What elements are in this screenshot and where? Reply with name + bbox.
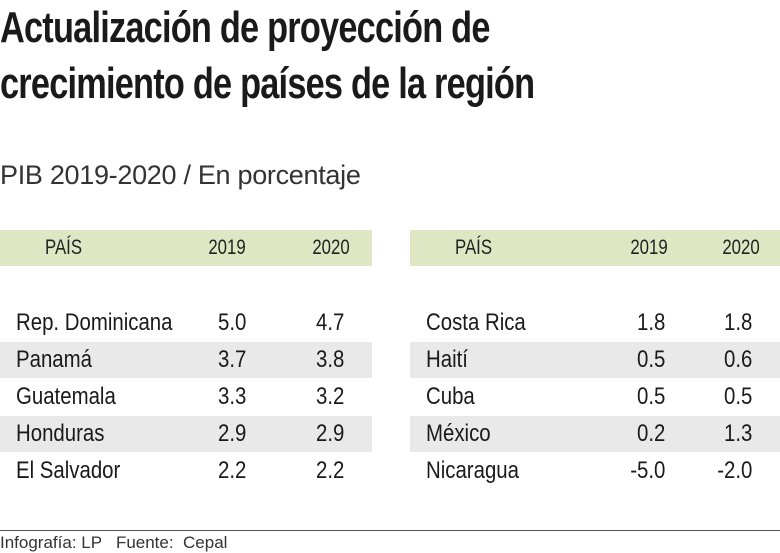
value-2020-cell: 0.5: [723, 383, 752, 410]
table-row: Honduras 2.9 2.9: [0, 416, 372, 452]
value-2019-cell: 0.5: [636, 346, 665, 373]
table-row: Cuba 0.5 0.5: [410, 379, 780, 415]
value-2019-cell: 0.2: [636, 420, 665, 447]
table-left: PAÍS 2019 2020 Rep. Dominicana 5.0 4.7 Panamá 3…: [0, 230, 372, 490]
value-2020-cell: 2.9: [315, 420, 344, 447]
table-right: PAÍS 2019 2020 Costa Rica 1.8 1.8 Haití 0.5 0.6 C…: [410, 230, 780, 490]
country-cell: Rep. Dominicana: [16, 309, 173, 336]
value-2020-cell: 0.6: [723, 346, 752, 373]
column-header-country: PAÍS: [45, 236, 83, 259]
spacer: [410, 266, 780, 305]
value-2020-cell: 4.7: [315, 309, 344, 336]
country-cell: Cuba: [426, 383, 475, 410]
table-row: Guatemala 3.3 3.2: [0, 379, 372, 415]
value-2020-cell: 2.2: [315, 457, 344, 484]
country-cell: El Salvador: [16, 457, 121, 484]
value-2019-cell: 3.7: [217, 346, 246, 373]
footer-credit: Infografía: LP: [0, 533, 102, 552]
value-2019-cell: -5.0: [629, 457, 665, 484]
table-row: Panamá 3.7 3.8: [0, 342, 372, 378]
value-2019-cell: 1.8: [636, 309, 665, 336]
value-2020-cell: -2.0: [716, 457, 752, 484]
spacer: [0, 266, 372, 305]
table-row: El Salvador 2.2 2.2: [0, 453, 372, 489]
country-cell: Haití: [426, 346, 468, 373]
page-title: Actualización de proyección de crecimien…: [0, 0, 535, 112]
value-2019-cell: 3.3: [217, 383, 246, 410]
table-header: PAÍS 2019 2020: [410, 230, 780, 266]
value-2019-cell: 2.9: [217, 420, 246, 447]
footer: Infografía: LP Fuente: Cepal: [0, 533, 227, 553]
column-header-2019: 2019: [630, 236, 668, 259]
country-cell: México: [426, 420, 491, 447]
subtitle: PIB 2019-2020 / En porcentaje: [0, 160, 361, 190]
title-line-1: Actualización de proyección de: [0, 3, 490, 52]
title-line-2: crecimiento de países de la región: [0, 59, 535, 108]
country-cell: Costa Rica: [426, 309, 526, 336]
column-header-2020: 2020: [312, 236, 350, 259]
table-row: México 0.2 1.3: [410, 416, 780, 452]
country-cell: Honduras: [16, 420, 105, 447]
column-header-2020: 2020: [722, 236, 760, 259]
table-row: Costa Rica 1.8 1.8: [410, 305, 780, 341]
country-cell: Guatemala: [16, 383, 116, 410]
table-row: Nicaragua -5.0 -2.0: [410, 453, 780, 489]
column-header-2019: 2019: [208, 236, 246, 259]
value-2019-cell: 5.0: [217, 309, 246, 336]
value-2020-cell: 1.8: [723, 309, 752, 336]
table-row: Rep. Dominicana 5.0 4.7: [0, 305, 372, 341]
value-2020-cell: 1.3: [723, 420, 752, 447]
country-cell: Panamá: [16, 346, 92, 373]
country-cell: Nicaragua: [426, 457, 519, 484]
value-2020-cell: 3.8: [315, 346, 344, 373]
footer-source: Fuente: Cepal: [115, 533, 228, 552]
table-header: PAÍS 2019 2020: [0, 230, 372, 266]
value-2020-cell: 3.2: [315, 383, 344, 410]
footer-divider: [0, 530, 780, 531]
value-2019-cell: 0.5: [636, 383, 665, 410]
column-header-country: PAÍS: [455, 236, 493, 259]
value-2019-cell: 2.2: [217, 457, 246, 484]
table-row: Haití 0.5 0.6: [410, 342, 780, 378]
